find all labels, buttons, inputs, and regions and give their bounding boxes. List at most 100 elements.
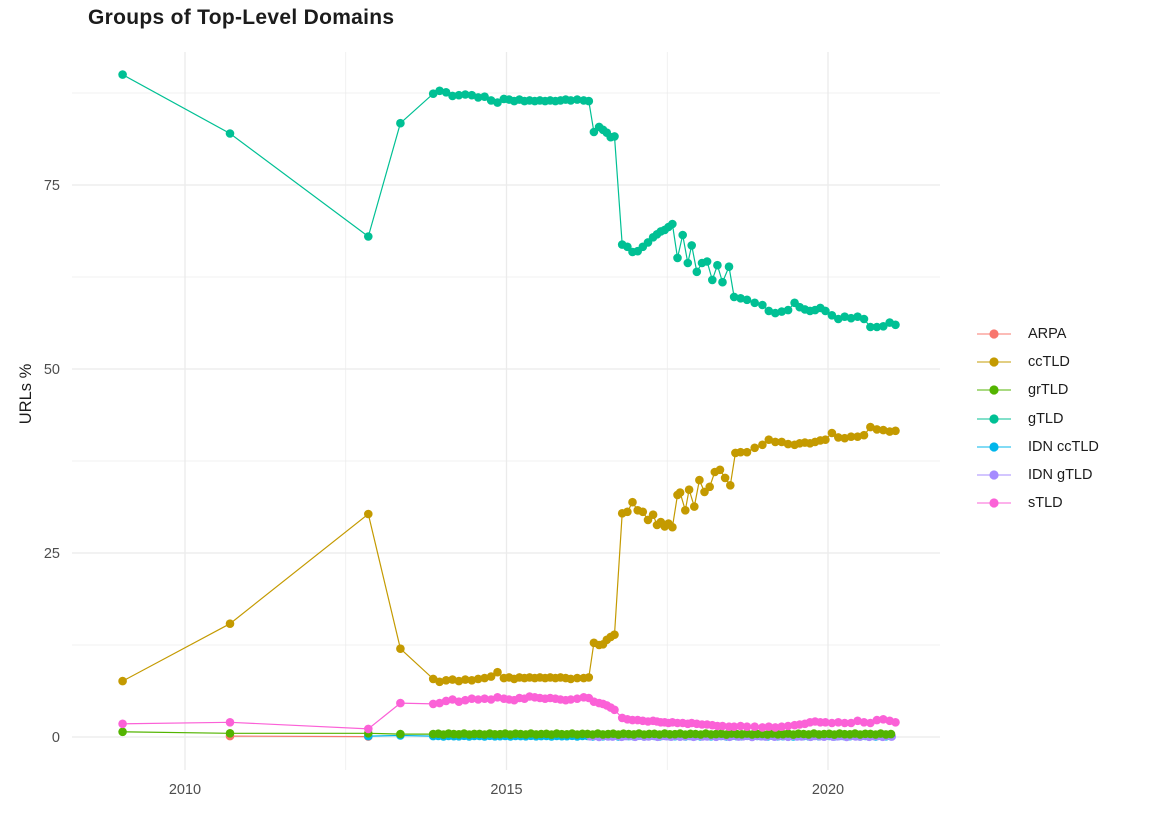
data-point bbox=[859, 430, 869, 440]
data-point bbox=[690, 502, 699, 511]
data-point bbox=[692, 267, 702, 277]
data-point bbox=[715, 465, 725, 475]
data-point bbox=[771, 723, 780, 732]
data-point bbox=[480, 673, 489, 683]
data-point bbox=[118, 676, 127, 686]
data-point bbox=[461, 675, 470, 684]
data-point bbox=[729, 722, 739, 731]
data-point bbox=[428, 699, 438, 709]
data-point bbox=[724, 262, 734, 272]
data-point bbox=[681, 506, 690, 515]
legend-item-label: IDN ccTLD bbox=[1028, 438, 1099, 455]
data-point bbox=[771, 437, 780, 447]
data-point bbox=[493, 667, 502, 677]
data-point bbox=[683, 258, 693, 268]
data-point bbox=[610, 132, 619, 141]
data-point bbox=[764, 306, 774, 316]
data-point bbox=[668, 522, 677, 532]
data-point bbox=[750, 298, 759, 308]
data-point bbox=[118, 727, 127, 737]
legend-item-IDN-ccTLD: IDN ccTLD bbox=[977, 433, 1099, 461]
data-point bbox=[566, 96, 576, 105]
legend-item-label: ccTLD bbox=[1028, 354, 1070, 371]
data-point bbox=[584, 673, 594, 682]
data-point bbox=[827, 718, 837, 728]
data-point bbox=[866, 322, 875, 332]
data-point bbox=[673, 253, 682, 263]
data-point bbox=[473, 674, 483, 684]
data-point bbox=[783, 439, 793, 449]
data-point bbox=[695, 475, 704, 485]
legend-item-sTLD: sTLD bbox=[977, 489, 1063, 517]
data-point bbox=[473, 93, 483, 102]
legend-key-icon bbox=[977, 442, 1011, 452]
data-point bbox=[891, 718, 900, 727]
data-point bbox=[566, 695, 576, 704]
data-point bbox=[879, 322, 888, 331]
series-gTLD bbox=[118, 70, 900, 332]
legend-key-icon bbox=[977, 357, 1011, 367]
data-point bbox=[750, 443, 759, 453]
chart-title: Groups of Top-Level Domains bbox=[88, 6, 395, 29]
series-line bbox=[122, 74, 896, 328]
data-point bbox=[428, 89, 438, 98]
data-point bbox=[584, 96, 594, 106]
data-point bbox=[846, 432, 856, 442]
data-point bbox=[118, 719, 127, 729]
gridlines bbox=[72, 52, 940, 770]
data-point bbox=[441, 676, 451, 685]
data-point bbox=[708, 275, 717, 285]
data-point bbox=[572, 95, 582, 104]
legend-item-label: grTLD bbox=[1028, 382, 1069, 399]
data-point bbox=[435, 698, 444, 708]
data-point bbox=[461, 695, 470, 705]
data-point bbox=[720, 473, 730, 483]
legend-item-ccTLD: ccTLD bbox=[977, 348, 1070, 376]
data-point bbox=[821, 718, 830, 727]
legend-item-label: gTLD bbox=[1028, 410, 1064, 427]
data-point bbox=[866, 718, 875, 728]
data-point bbox=[225, 129, 235, 138]
data-point bbox=[742, 295, 752, 305]
data-point bbox=[783, 721, 793, 731]
legend-item-grTLD: grTLD bbox=[977, 376, 1068, 404]
data-point bbox=[675, 488, 685, 497]
y-tick-label: 50 bbox=[44, 362, 60, 378]
data-point bbox=[886, 729, 896, 739]
data-point bbox=[396, 644, 405, 653]
data-point bbox=[758, 723, 767, 732]
data-point bbox=[764, 435, 774, 445]
data-point bbox=[718, 721, 727, 731]
data-point bbox=[713, 260, 722, 270]
data-point bbox=[758, 300, 767, 310]
data-point bbox=[493, 693, 502, 702]
data-point bbox=[866, 422, 875, 432]
series-ccTLD bbox=[118, 422, 900, 687]
series-line bbox=[122, 426, 896, 683]
x-tick-label: 2015 bbox=[490, 782, 522, 798]
data-point bbox=[638, 507, 648, 517]
data-point bbox=[572, 673, 582, 683]
data-point bbox=[827, 311, 837, 320]
data-point bbox=[225, 729, 235, 738]
data-point bbox=[454, 90, 464, 100]
data-point bbox=[467, 694, 477, 703]
tick-labels: 0 25 50 75 2010 2015 2020 bbox=[44, 178, 844, 798]
data-point bbox=[225, 619, 235, 628]
data-point bbox=[758, 440, 767, 450]
data-point bbox=[610, 705, 619, 715]
legend-item-label: IDN gTLD bbox=[1028, 467, 1093, 483]
data-point bbox=[834, 433, 843, 442]
data-point bbox=[473, 695, 483, 704]
data-point bbox=[729, 292, 739, 302]
data-point bbox=[396, 698, 405, 708]
legend-key-icon bbox=[977, 413, 1011, 424]
y-tick-label: 0 bbox=[52, 730, 60, 746]
data-point bbox=[396, 729, 405, 739]
data-point bbox=[493, 98, 502, 107]
data-point bbox=[461, 90, 470, 99]
legend-key-icon bbox=[977, 498, 1011, 508]
series-line bbox=[229, 735, 369, 738]
data-point bbox=[840, 718, 849, 728]
